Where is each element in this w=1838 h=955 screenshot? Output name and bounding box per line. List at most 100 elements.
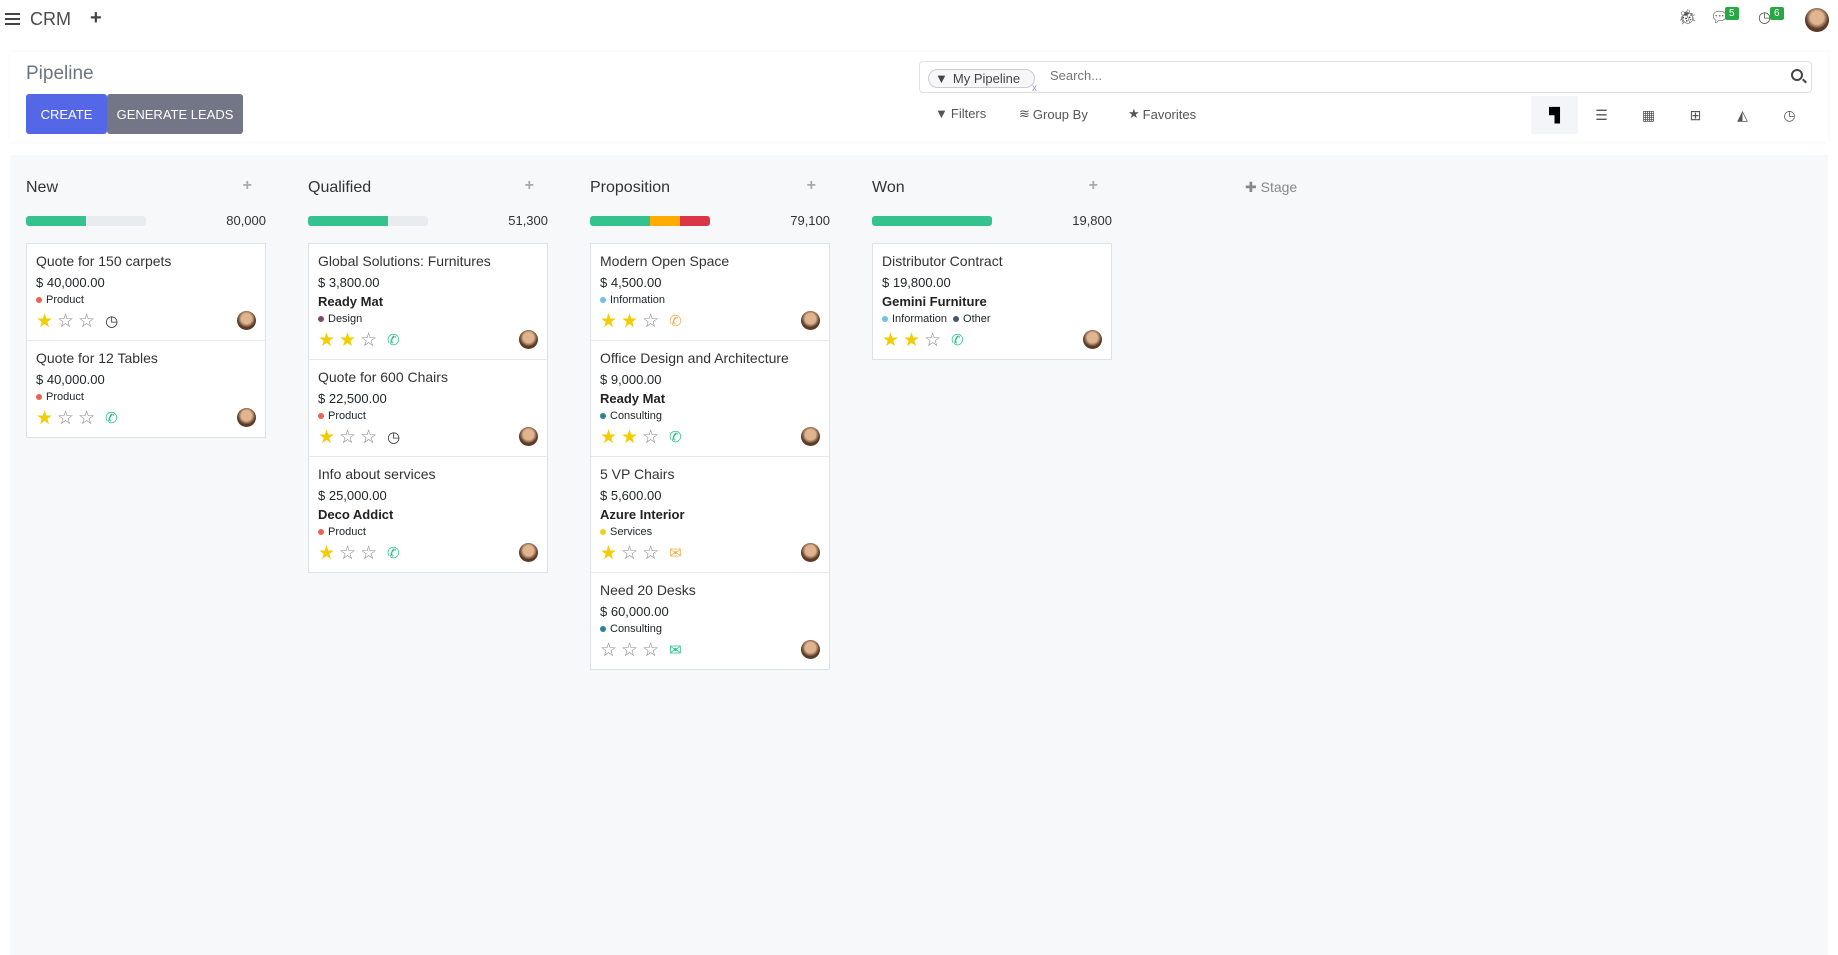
column-total: 19,800 (1072, 213, 1112, 228)
kanban-card[interactable]: Global Solutions: Furnitures $ 3,800.00 R… (309, 244, 547, 360)
kanban-card[interactable]: Office Design and Architecture $ 9,000.0… (591, 341, 829, 457)
priority-star-icon[interactable]: ☆ (642, 426, 660, 448)
clock-icon[interactable]: ◷ (387, 429, 401, 446)
phone-icon[interactable]: ✆ (669, 313, 682, 330)
favorites-button[interactable]: ★ Favorites (1128, 106, 1196, 122)
kanban-card[interactable]: Quote for 12 Tables $ 40,000.00 Product ★ ☆… (27, 341, 265, 437)
priority-star-icon[interactable]: ☆ (78, 407, 96, 429)
card-amount: $ 60,000.00 (600, 604, 669, 619)
priority-star-icon[interactable]: ☆ (642, 639, 660, 661)
kanban-card[interactable]: Modern Open Space $ 4,500.00 Information ★… (591, 244, 829, 341)
clock-icon[interactable]: ◷ (105, 313, 119, 330)
create-button[interactable]: CREATE (26, 94, 107, 134)
user-avatar[interactable] (1805, 8, 1829, 32)
kanban-card[interactable]: Need 20 Desks $ 60,000.00 Consulting ☆ ☆ ☆ ✉ (591, 573, 829, 669)
priority-star-icon[interactable]: ☆ (57, 310, 75, 332)
app-name[interactable]: CRM (30, 9, 71, 29)
column-progress-bar[interactable] (26, 216, 146, 226)
column-progress-bar[interactable] (872, 216, 992, 226)
progress-segment[interactable] (680, 216, 710, 226)
list-view-icon[interactable]: ☰ (1595, 106, 1608, 123)
search-icon[interactable] (1791, 69, 1803, 81)
phone-icon[interactable]: ✆ (105, 410, 118, 427)
priority-star-icon[interactable]: ★ (621, 426, 639, 448)
remove-facet-icon[interactable]: x (1032, 83, 1037, 94)
priority-star-icon[interactable]: ☆ (642, 310, 660, 332)
progress-segment[interactable] (650, 216, 680, 226)
email-icon[interactable]: ✉ (669, 545, 682, 562)
email-icon[interactable]: ✉ (669, 642, 682, 659)
graph-view-icon[interactable]: ◭ (1737, 106, 1748, 123)
tag-label: Product (46, 294, 84, 306)
priority-star-icon[interactable]: ☆ (924, 329, 942, 351)
salesperson-avatar (519, 427, 538, 446)
search-bar[interactable]: ▼ My Pipeline x (919, 61, 1812, 94)
card-title: Need 20 Desks (600, 582, 696, 598)
priority-star-icon[interactable]: ☆ (339, 426, 357, 448)
priority-star-icon[interactable]: ★ (36, 310, 54, 332)
kanban-view-icon[interactable]: ▜ (1531, 96, 1578, 134)
column-title[interactable]: Won (872, 179, 905, 196)
kanban-card[interactable]: Quote for 150 carpets $ 40,000.00 Product… (27, 244, 265, 341)
kanban-card[interactable]: Quote for 600 Chairs $ 22,500.00 Product ★… (309, 360, 547, 457)
phone-icon[interactable]: ✆ (951, 332, 964, 349)
pivot-view-icon[interactable]: ⊞ (1689, 106, 1702, 123)
quick-add-plus-icon[interactable]: + (524, 177, 534, 194)
phone-icon[interactable]: ✆ (387, 332, 400, 349)
priority-star-icon[interactable]: ★ (600, 426, 618, 448)
column-title[interactable]: New (26, 179, 59, 196)
kanban-card[interactable]: Info about services $ 25,000.00 Deco Addi… (309, 457, 547, 572)
priority-star-icon[interactable]: ☆ (621, 639, 639, 661)
priority-star-icon[interactable]: ★ (36, 407, 54, 429)
calendar-view-icon[interactable]: ▦ (1641, 106, 1656, 123)
priority-star-icon[interactable]: ☆ (360, 329, 378, 351)
activity-view-icon[interactable]: ◷ (1783, 106, 1796, 123)
priority-star-icon[interactable]: ☆ (360, 426, 378, 448)
column-title[interactable]: Qualified (308, 179, 372, 196)
phone-icon[interactable]: ✆ (387, 545, 400, 562)
phone-icon[interactable]: ✆ (669, 429, 682, 446)
priority-star-icon[interactable]: ☆ (360, 542, 378, 564)
column-progress-bar[interactable] (308, 216, 428, 226)
priority-star-icon[interactable]: ★ (903, 329, 921, 351)
priority-star-icon[interactable]: ★ (600, 310, 618, 332)
priority-star-icon[interactable]: ☆ (642, 542, 660, 564)
progress-segment[interactable] (872, 216, 992, 226)
activities-clock-icon[interactable]: ◷ (1758, 9, 1772, 26)
debug-bug-icon[interactable]: 🐞︎ (1678, 9, 1698, 26)
priority-star-icon[interactable]: ★ (882, 329, 900, 351)
kanban-card[interactable]: 5 VP Chairs $ 5,600.00 Azure Interior Serv… (591, 457, 829, 573)
priority-star-icon[interactable]: ★ (318, 329, 336, 351)
favorites-label: Favorites (1142, 106, 1197, 122)
priority-star-icon[interactable]: ☆ (621, 542, 639, 564)
quick-add-plus-icon[interactable]: + (806, 177, 816, 194)
priority-star-icon[interactable]: ★ (318, 426, 336, 448)
add-stage-button[interactable]: ✚ Stage (1245, 179, 1298, 195)
quick-add-plus-icon[interactable]: + (1088, 177, 1098, 194)
priority-star-icon[interactable]: ★ (318, 542, 336, 564)
progress-segment[interactable] (308, 216, 389, 226)
quick-create-plus-icon[interactable]: + (90, 7, 102, 29)
priority-star-icon[interactable]: ☆ (339, 542, 357, 564)
priority-star-icon[interactable]: ★ (621, 310, 639, 332)
column-progress-bar[interactable] (590, 216, 710, 226)
hamburger-menu-icon[interactable] (5, 13, 20, 25)
generate-leads-button[interactable]: GENERATE LEADS (107, 94, 243, 134)
card-title: Quote for 150 carpets (36, 253, 172, 269)
group-by-button[interactable]: ≋ Group By (1019, 106, 1088, 122)
priority-star-icon[interactable]: ★ (600, 542, 618, 564)
search-input[interactable] (1050, 68, 1730, 83)
search-facet[interactable]: ▼ My Pipeline (928, 69, 1036, 88)
messages-chat-icon[interactable]: 💬︎ (1710, 9, 1730, 26)
progress-segment[interactable] (590, 216, 650, 226)
priority-star-icon[interactable]: ☆ (78, 310, 96, 332)
kanban-card[interactable]: Distributor Contract $ 19,800.00 Gemini F… (873, 244, 1111, 359)
quick-add-plus-icon[interactable]: + (242, 177, 252, 194)
filters-button[interactable]: ▼ Filters (935, 106, 986, 121)
priority-star-icon[interactable]: ☆ (600, 639, 618, 661)
priority-star-icon[interactable]: ★ (339, 329, 357, 351)
column-title[interactable]: Proposition (590, 179, 671, 196)
priority-star-icon[interactable]: ☆ (57, 407, 75, 429)
progress-segment[interactable] (26, 216, 86, 226)
page-title: Pipeline (26, 63, 94, 84)
